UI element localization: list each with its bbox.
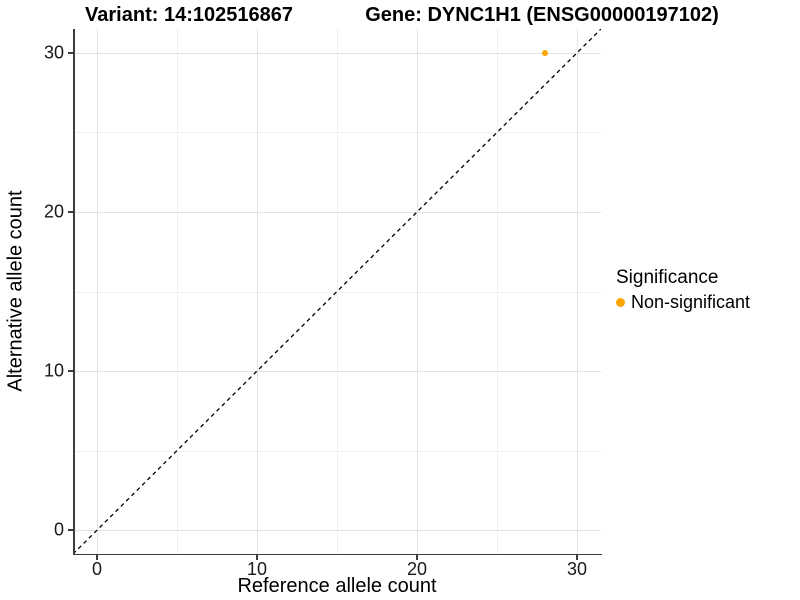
x-axis-title: Reference allele count	[237, 575, 437, 597]
y-axis-tick	[67, 52, 73, 54]
x-axis-line	[73, 553, 602, 555]
y-axis-tick	[67, 211, 73, 213]
y-axis-tick	[67, 370, 73, 372]
legend: Significance Non-significant	[616, 267, 750, 313]
minor-gridline-y	[73, 132, 601, 134]
x-axis-tick	[416, 555, 418, 560]
major-gridline-y	[73, 211, 601, 213]
major-gridline-x	[257, 29, 258, 554]
y-tick-label: 30	[43, 42, 64, 63]
major-gridline-y	[73, 52, 601, 54]
y-axis-tick	[67, 529, 73, 531]
data-point	[542, 49, 548, 56]
y-tick-label: 20	[43, 201, 64, 222]
x-tick-label: 10	[246, 559, 268, 579]
plot-panel	[73, 29, 601, 554]
plot-title-gene: Gene: DYNC1H1 (ENSG00000197102)	[365, 4, 719, 26]
legend-point-icon	[616, 298, 625, 307]
x-tick-label: 30	[566, 559, 588, 579]
plot-title-variant: Variant: 14:102516867	[85, 4, 293, 26]
y-tick-label: 10	[43, 360, 64, 381]
major-gridline-y	[73, 371, 601, 373]
x-axis-tick	[96, 555, 98, 560]
identity-line	[73, 29, 601, 554]
x-axis-tick	[256, 555, 258, 560]
major-gridline-y	[73, 530, 601, 532]
legend-item-label: Non-significant	[631, 292, 751, 312]
minor-gridline-y	[73, 291, 601, 293]
y-axis-title: Alternative allele count	[4, 190, 27, 392]
major-gridline-x	[97, 29, 98, 554]
x-tick-label: 20	[406, 559, 428, 579]
y-tick-label: 0	[53, 519, 64, 540]
x-tick-label: 0	[91, 559, 103, 579]
legend-item-non-significant: Non-significant	[616, 292, 750, 313]
legend-title: Significance	[616, 267, 719, 288]
major-gridline-x	[577, 29, 578, 554]
y-axis-line	[73, 29, 75, 555]
minor-gridline-y	[73, 450, 601, 452]
major-gridline-x	[417, 29, 418, 554]
x-axis-tick	[576, 555, 578, 560]
